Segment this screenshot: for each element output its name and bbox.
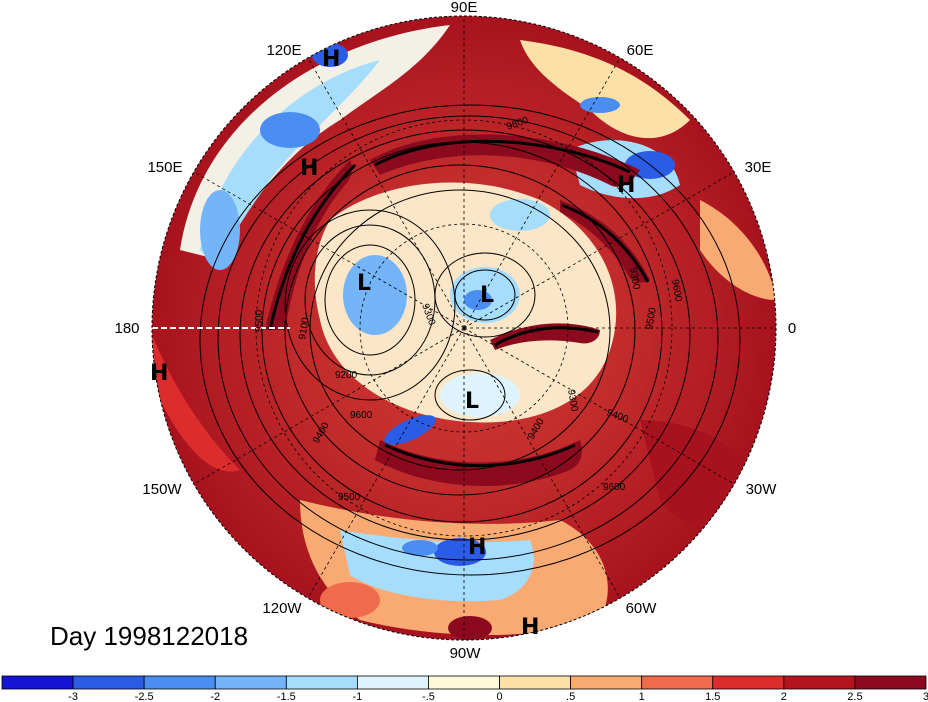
map-border bbox=[151, 15, 777, 641]
colorbar: -3 -2.5 -2 -1.5 -1 -.5 0 .5 1 1.5 2 2.5 3 bbox=[1, 675, 928, 702]
anomaly-field bbox=[152, 16, 776, 640]
colorbar-swatch bbox=[712, 675, 785, 690]
height-contours bbox=[199, 104, 741, 576]
graticule bbox=[193, 16, 776, 640]
longitude-label: 120W bbox=[262, 600, 302, 617]
colorbar-tick-label: -.5 bbox=[422, 691, 435, 702]
contour-label: 9500 bbox=[644, 306, 659, 330]
contour-label: 9600 bbox=[669, 279, 684, 303]
colorbar-tick-label: -3 bbox=[68, 691, 78, 702]
colorbar-tick-label: .5 bbox=[566, 691, 575, 702]
longitude-label: 30E bbox=[745, 159, 772, 176]
low-pressure-label: L bbox=[465, 389, 479, 414]
high-pressure-label: H bbox=[617, 173, 635, 198]
contour-label: 9500 bbox=[338, 492, 361, 503]
high-pressure-label: H bbox=[150, 361, 168, 386]
high-pressure-label: H bbox=[322, 47, 340, 72]
contour-label: 9300 bbox=[627, 267, 642, 291]
colorbar-swatch bbox=[1, 675, 74, 690]
colorbar-swatch bbox=[72, 675, 145, 690]
longitude-label: 180 bbox=[114, 320, 139, 337]
colorbar-swatch bbox=[854, 675, 927, 690]
colorbar-tick-label: 3 bbox=[923, 691, 928, 702]
date-label: Day 1998122018 bbox=[50, 621, 248, 651]
longitude-label: 60W bbox=[626, 600, 658, 617]
high-pressure-label: H bbox=[468, 535, 486, 560]
colorbar-swatch bbox=[570, 675, 643, 690]
colorbar-tick-label: 2.5 bbox=[847, 691, 862, 702]
longitude-label: 150W bbox=[142, 481, 182, 498]
contour-label: 9100 bbox=[297, 316, 312, 340]
colorbar-tick-label: 1 bbox=[639, 691, 645, 702]
low-pressure-label: L bbox=[480, 283, 494, 308]
longitude-label: 150E bbox=[147, 159, 182, 176]
colorbar-tick-label: 0 bbox=[496, 691, 502, 702]
colorbar-tick-label: -2.5 bbox=[135, 691, 154, 702]
colorbar-swatch bbox=[143, 675, 216, 690]
longitude-label: 30W bbox=[746, 481, 778, 498]
colorbar-tick-label: -1 bbox=[352, 691, 362, 702]
low-pressure-label: L bbox=[357, 271, 371, 296]
contour-labels: 9100 9200 9300 9400 9500 9600 9300 9400 … bbox=[254, 115, 684, 503]
colorbar-tick-label: -2 bbox=[210, 691, 220, 702]
pressure-centers: H H H H H H L L L bbox=[150, 47, 635, 640]
longitude-label: 120E bbox=[266, 42, 301, 59]
colorbar-swatch bbox=[641, 675, 714, 690]
longitude-label: 90E bbox=[451, 0, 478, 16]
colorbar-tick-label: -1.5 bbox=[277, 691, 296, 702]
contour-label: 9500 bbox=[254, 309, 265, 332]
contour-label: 9300 bbox=[565, 389, 580, 413]
contour-label: 9200 bbox=[335, 370, 358, 381]
longitude-label: 90W bbox=[450, 645, 482, 662]
contour-label: 9600 bbox=[350, 410, 373, 421]
high-pressure-label: H bbox=[521, 615, 539, 640]
colorbar-swatch bbox=[499, 675, 572, 690]
contour-label: 9600 bbox=[603, 482, 626, 493]
high-pressure-label: H bbox=[300, 156, 318, 181]
colorbar-swatch bbox=[783, 675, 856, 690]
colorbar-swatch bbox=[214, 675, 287, 690]
longitude-label: 60E bbox=[627, 42, 654, 59]
jet-contours bbox=[268, 139, 650, 468]
colorbar-tick-label: 2 bbox=[781, 691, 787, 702]
colorbar-swatch bbox=[285, 675, 358, 690]
colorbar-tick-label: 1.5 bbox=[705, 691, 720, 702]
colorbar-swatch bbox=[428, 675, 500, 690]
longitude-label: 0 bbox=[788, 320, 796, 337]
longitude-labels: 90E 60E 30E 0 30W 60W 90W 120W 150W 180 … bbox=[114, 0, 796, 662]
colorbar-swatch bbox=[356, 675, 429, 690]
